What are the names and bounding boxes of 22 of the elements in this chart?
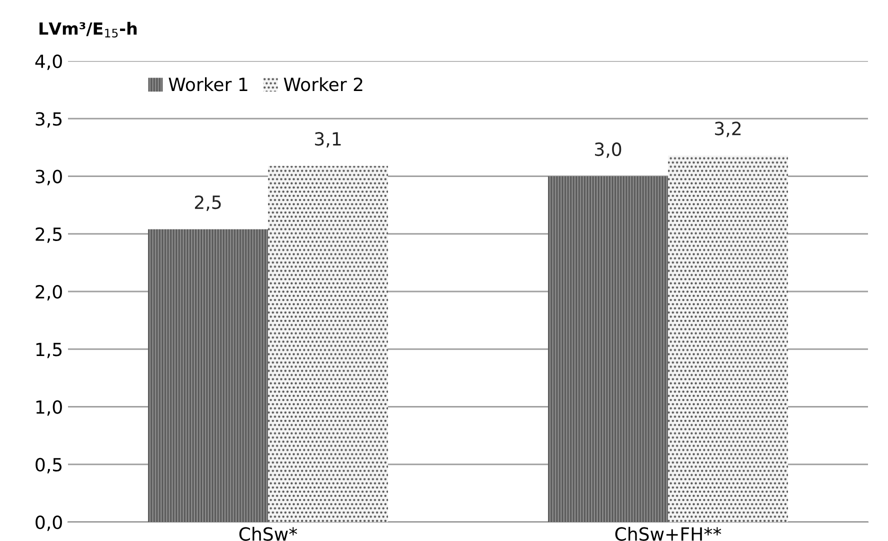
data-label: 2,5 xyxy=(194,195,221,211)
y-tick-label: 2,0 xyxy=(36,284,62,300)
x-tick-label: ChSw+FH** xyxy=(615,526,722,541)
y-tick-label: 4,0 xyxy=(35,54,62,70)
bar xyxy=(548,176,668,522)
legend-label: Worker 2 xyxy=(284,77,362,92)
legend-label: Worker 1 xyxy=(168,77,248,92)
bar xyxy=(268,166,388,522)
bar xyxy=(148,229,268,522)
y-tick-label: 3,0 xyxy=(36,170,62,186)
y-tick-label: 1,0 xyxy=(36,400,62,416)
data-label: 3,1 xyxy=(315,132,341,148)
bar xyxy=(668,156,788,522)
x-tick-label: ChSw* xyxy=(239,526,298,541)
y-tick-label: 0,5 xyxy=(36,458,62,474)
y-tick-label: 3,5 xyxy=(36,112,62,128)
data-label: 3,0 xyxy=(595,142,622,158)
data-label: 3,2 xyxy=(715,122,741,138)
y-tick-label: 1,5 xyxy=(36,342,62,358)
y-tick-label: 0,0 xyxy=(36,515,62,531)
y-tick-label: 2,5 xyxy=(36,227,62,243)
y-axis-title: LVm³/E$_{15}$-h xyxy=(40,22,137,38)
